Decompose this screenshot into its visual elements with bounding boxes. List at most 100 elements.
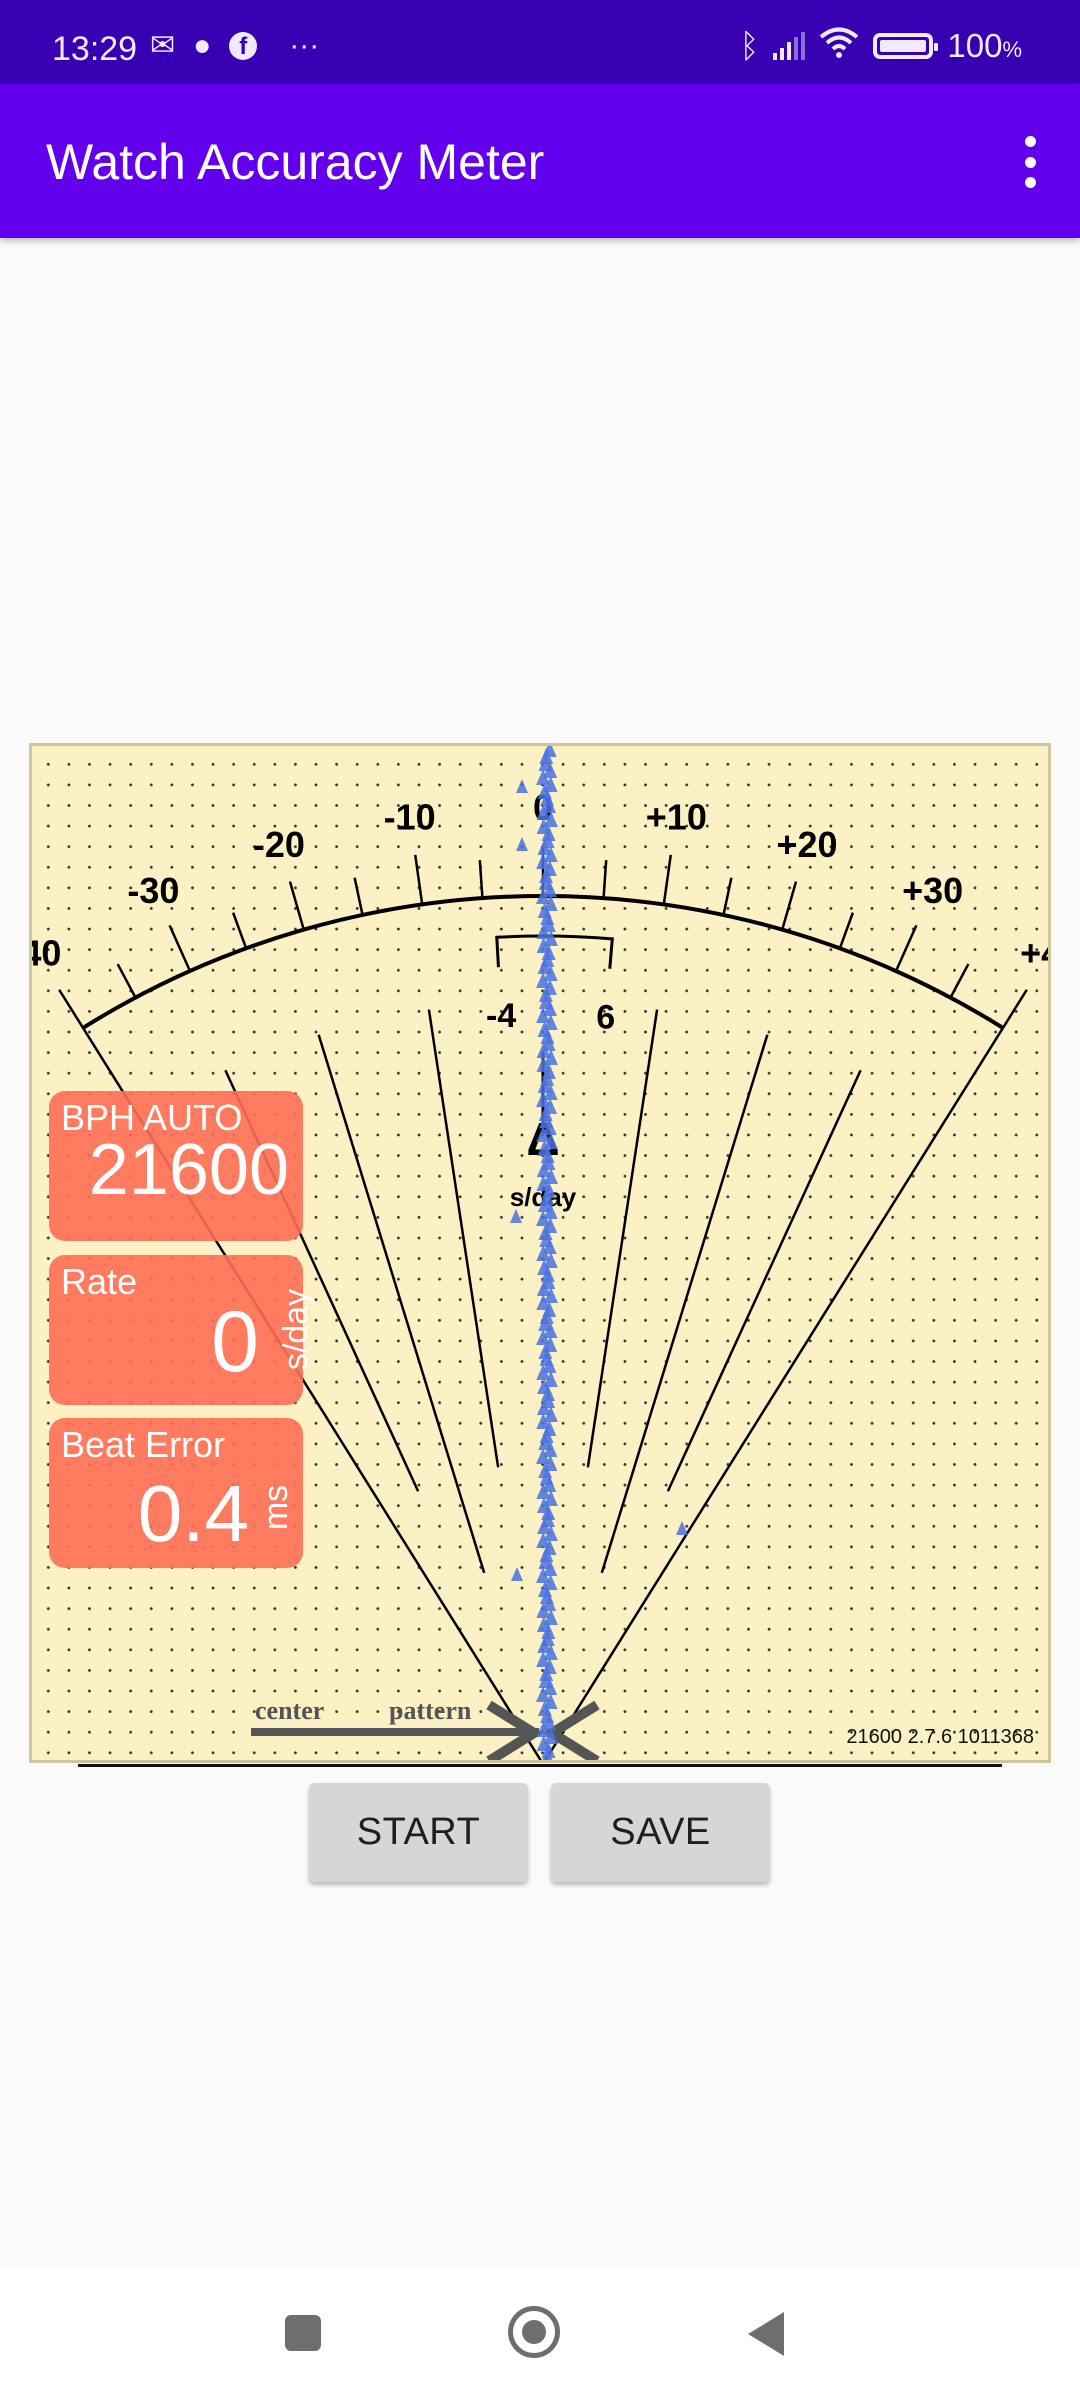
pattern-label: pattern [389,1696,472,1725]
scale-label: +40 [1020,933,1051,974]
trace-mark [542,1119,557,1135]
scale-tick [838,912,855,949]
trace-mark [536,1245,551,1261]
trace-mark [537,1637,552,1653]
trace-mark [540,1147,555,1163]
trace-mark [543,1728,558,1744]
battery-percent: 100 [947,27,1003,64]
battery-percent-unit: % [1002,37,1022,62]
guide-line [666,1069,862,1492]
trace-outlier-mark [510,1209,522,1223]
bph-readout: BPH AUTO 21600 [49,1091,303,1241]
start-button[interactable]: START [309,1783,528,1882]
tolerance-label: 6 [596,999,615,1037]
meter-baseline [78,1764,1002,1767]
navigation-bar [0,2268,1080,2400]
trace-mark [536,1294,551,1310]
trace-mark [543,1203,558,1219]
scale-label: -20 [253,824,305,865]
trace-mark [536,804,551,820]
trace-mark [536,1280,551,1296]
more-dots-icon: ··· [289,28,320,62]
trace-mark [537,1077,552,1093]
trace-mark [539,1665,554,1681]
trace-mark [543,1490,558,1506]
trace-mark [536,1686,551,1702]
scale-tick [722,877,733,916]
scale-tick [168,924,192,972]
trace-mark [543,1014,558,1030]
trace-mark [543,1644,558,1660]
trace-mark [542,1238,557,1254]
trace-mark [537,1518,552,1534]
trace-mark [543,811,558,827]
trace-outlier-mark [511,1567,523,1581]
trace-mark [539,1546,554,1562]
trace-mark [540,1266,555,1282]
back-triangle-icon[interactable] [748,2312,784,2356]
trace-mark [536,1651,551,1667]
trace-mark [536,1602,551,1618]
trace-mark [543,1609,558,1625]
overflow-menu-icon[interactable] [1020,136,1040,188]
trace-mark [536,1042,551,1058]
scale-label: -10 [384,796,436,837]
trace-outlier-mark [676,1521,688,1535]
trace-mark [537,1196,552,1212]
home-circle-icon[interactable] [508,2306,560,2358]
trace-mark [536,1721,551,1737]
battery-icon [873,33,939,59]
trace-mark [543,762,558,778]
trace-mark [543,1049,558,1065]
trace-mark [536,1007,551,1023]
trace-mark [543,776,558,792]
status-time: 13:29 [52,30,138,68]
trace-mark [543,1133,558,1149]
scale-label: +20 [777,824,838,865]
trace-mark [543,1679,558,1695]
wifi-icon [819,26,859,66]
trace-mark [537,958,552,974]
scale-tick [662,854,672,905]
rate-unit: s/day [276,1288,315,1371]
trace-mark [542,1000,557,1016]
scale-tick [288,881,305,930]
trace-mark [543,1252,558,1268]
center-label: center [255,1696,324,1725]
save-button[interactable]: SAVE [551,1783,770,1882]
center-arrow-icon [486,1700,544,1760]
app-title: Watch Accuracy Meter [46,134,545,190]
trace-mark [536,1364,551,1380]
trace-mark [543,1693,558,1709]
trace-outlier-mark [516,779,528,793]
trace-mark [536,1567,551,1583]
trace-mark [536,853,551,869]
trace-mark [543,930,558,946]
trace-mark [543,965,558,981]
guide-line [600,1034,769,1574]
version-text: 21600 2.7.6 1011368 [846,1726,1034,1748]
trace-mark [536,769,551,785]
recents-square-icon[interactable] [285,2315,321,2351]
trace-mark [536,1210,551,1226]
center-pattern-marker: center pattern [251,1696,600,1760]
scale-label: -30 [127,870,179,911]
trace-mark [539,748,554,764]
trace-mark [543,895,558,911]
guide-line [317,1034,486,1574]
beat-error-readout: Beat Error 0.4 ms [49,1418,303,1568]
trace-mark [543,1322,558,1338]
trace-mark [543,1084,558,1100]
trace-mark [536,1329,551,1345]
trace-mark [543,1371,558,1387]
trace-mark [543,1406,558,1422]
trace-mark [536,972,551,988]
trace-mark [536,1161,551,1177]
scale-tick [478,860,484,899]
tolerance-bracket [495,934,614,969]
trace-mark [536,1091,551,1107]
trace-mark [536,1413,551,1429]
beat-error-unit: ms [256,1484,295,1531]
signal-icon [773,32,806,60]
scale-tick [414,854,424,905]
